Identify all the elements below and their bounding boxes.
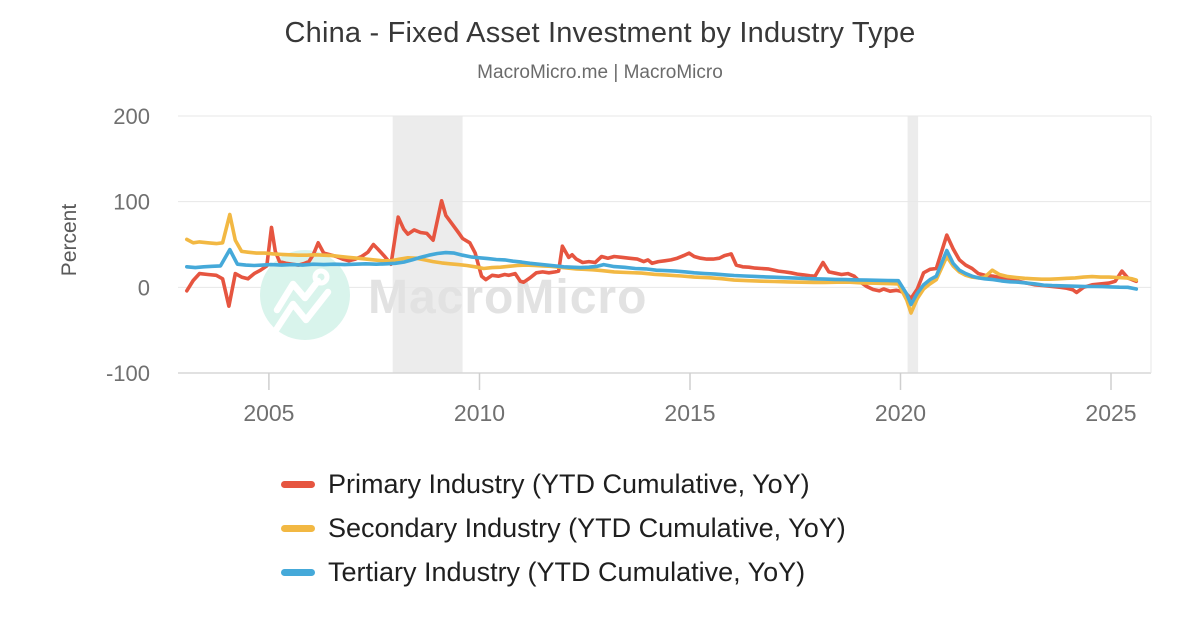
watermark-zigzag-ring-icon [312,268,330,286]
legend-dash-icon [281,481,315,489]
series-line-primary [185,199,1139,309]
legend-label: Tertiary Industry (YTD Cumulative, YoY) [328,557,806,588]
chart-legend: Primary Industry (YTD Cumulative, YoY) Se… [281,469,846,588]
x-tick-label: 2015 [664,400,715,426]
legend-dash-icon [281,525,315,533]
series-line-secondary [185,212,1139,315]
y-tick-label: -100 [106,361,150,386]
y-tick-label: 100 [113,190,150,215]
legend-label: Secondary Industry (YTD Cumulative, YoY) [328,513,846,544]
x-tick-label: 2020 [875,400,926,426]
recession-band [392,116,463,373]
y-tick-label: 200 [113,104,150,129]
page-title: China - Fixed Asset Investment by Indust… [284,17,916,49]
legend-item-tertiary[interactable]: Tertiary Industry (YTD Cumulative, YoY) [281,557,846,588]
watermark-text: MacroMicro [368,271,647,324]
legend-label: Primary Industry (YTD Cumulative, YoY) [328,469,810,499]
x-tick-label: 2025 [1085,400,1136,426]
legend-item-primary[interactable]: Primary Industry (YTD Cumulative, YoY) [281,469,846,500]
x-tick-label: 2005 [243,400,294,426]
watermark-zigzag-icon [273,277,322,314]
y-tick-label: 0 [138,275,150,300]
series-line-tertiary [185,247,1139,307]
chart-subtitle: MacroMicro.me | MacroMicro [477,62,723,83]
legend-dash-icon [281,569,315,577]
recession-band [907,116,919,373]
legend-item-secondary[interactable]: Secondary Industry (YTD Cumulative, YoY) [281,513,846,544]
x-tick-label: 2010 [454,400,505,426]
watermark: MacroMicro [260,250,647,340]
watermark-zigzag2-icon [272,288,332,334]
